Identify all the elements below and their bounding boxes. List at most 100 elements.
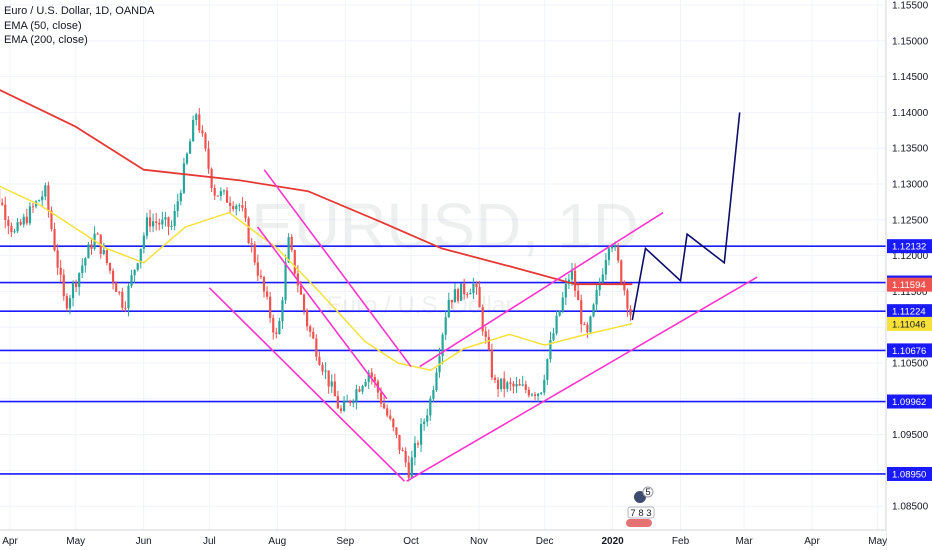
candle-body xyxy=(537,393,540,397)
time-tick-label: May xyxy=(868,536,887,547)
candle-body xyxy=(185,153,189,164)
moving-averages xyxy=(0,89,633,372)
candle-body xyxy=(4,204,7,220)
candle-body xyxy=(188,141,192,154)
candle-body xyxy=(68,298,72,309)
candle-body xyxy=(342,401,346,411)
indicator-ema200[interactable]: EMA (200, close) xyxy=(4,34,88,46)
candle-body xyxy=(84,258,87,266)
candle-body xyxy=(336,396,340,409)
candle-body xyxy=(145,217,149,236)
price-label: 1.12132 xyxy=(892,242,926,253)
candle-body xyxy=(275,332,278,334)
candle-body xyxy=(250,243,253,245)
price-tick-label: 1.09500 xyxy=(892,430,929,441)
candle-body xyxy=(265,291,269,297)
candle-body xyxy=(28,206,32,224)
time-axis: Apr May Jun Jul Aug Sep Oct Nov Dec 2020 Feb Mar Apr… xyxy=(0,529,887,550)
candle-body xyxy=(182,163,186,193)
price-label: 1.08950 xyxy=(892,469,926,480)
candle-body xyxy=(478,287,481,308)
candle-body xyxy=(318,356,321,365)
time-tick-label: Dec xyxy=(536,536,554,547)
candle-body xyxy=(10,226,13,233)
candle-body xyxy=(552,333,555,340)
candle-body xyxy=(324,370,327,372)
ema50-line xyxy=(0,185,633,372)
candle-body xyxy=(398,434,401,451)
price-label-bg xyxy=(887,316,932,331)
candle-body xyxy=(527,389,530,396)
candle-body xyxy=(50,210,53,230)
candle-body xyxy=(13,231,16,233)
event-count-badge xyxy=(642,486,654,498)
candle-body xyxy=(564,284,567,298)
candle-body xyxy=(475,283,478,288)
candle-body xyxy=(595,290,598,305)
candle-body xyxy=(127,285,130,309)
candle-body xyxy=(299,285,303,295)
time-tick-label: Oct xyxy=(403,536,419,547)
candle-body xyxy=(339,408,343,411)
candle-body xyxy=(441,334,444,357)
calendar-badge[interactable] xyxy=(627,506,655,519)
candle-body xyxy=(629,308,632,316)
candle-body xyxy=(364,381,367,387)
candle-body xyxy=(244,207,247,219)
candle-body xyxy=(302,294,306,311)
candle-body xyxy=(450,299,453,303)
candle-body xyxy=(118,291,121,293)
ema200-line xyxy=(0,89,633,286)
candle-body xyxy=(130,275,133,286)
candle-body xyxy=(493,377,497,380)
candle-body xyxy=(327,370,330,387)
price-tick-label: 1.14000 xyxy=(892,108,929,119)
price-label: 1.10676 xyxy=(892,346,926,357)
candle-body xyxy=(330,381,333,387)
candle-body xyxy=(121,291,124,308)
candle-body xyxy=(22,216,25,225)
candle-body xyxy=(167,217,170,227)
candle-body xyxy=(47,185,50,211)
candle-body xyxy=(87,244,90,259)
candle-body xyxy=(81,265,84,274)
price-tick-label: 1.13500 xyxy=(892,144,929,155)
candle-body xyxy=(321,364,324,372)
candle-body xyxy=(395,427,398,435)
candle-body xyxy=(604,260,607,275)
candle-body xyxy=(358,389,361,392)
candle-body xyxy=(247,218,250,244)
candle-body xyxy=(549,339,552,360)
indicator-ema50[interactable]: EMA (50, close) xyxy=(4,20,82,32)
candle-body xyxy=(530,394,534,396)
price-tick-label: 1.08500 xyxy=(892,502,929,513)
candle-body xyxy=(373,376,376,382)
candle-body xyxy=(472,283,475,293)
watermark-symbol: EURUSD, 1D xyxy=(251,190,639,262)
candle-body xyxy=(346,400,349,402)
candle-body xyxy=(164,217,167,220)
candle-body xyxy=(617,246,620,261)
candle-body xyxy=(207,148,210,169)
candle-body xyxy=(59,267,62,275)
candle-body xyxy=(426,415,429,422)
time-tick-label: Mar xyxy=(735,536,753,547)
candle-body xyxy=(16,221,19,232)
candle-body xyxy=(53,229,56,251)
candle-body xyxy=(269,296,272,318)
channel-line xyxy=(256,226,388,400)
candle-body xyxy=(521,384,524,386)
candle-body xyxy=(506,382,509,389)
candle-body xyxy=(210,168,213,188)
candle-body xyxy=(546,359,549,380)
channel-line xyxy=(263,169,412,368)
candle-body xyxy=(410,457,413,478)
candle-body xyxy=(429,398,432,416)
candle-body xyxy=(355,389,358,402)
candle-body xyxy=(333,381,336,397)
candle-body xyxy=(111,270,115,283)
candle-body xyxy=(108,262,112,271)
chart-title: Euro / U.S. Dollar, 1D, OANDA xyxy=(4,5,155,17)
price-label-bg xyxy=(887,394,932,409)
